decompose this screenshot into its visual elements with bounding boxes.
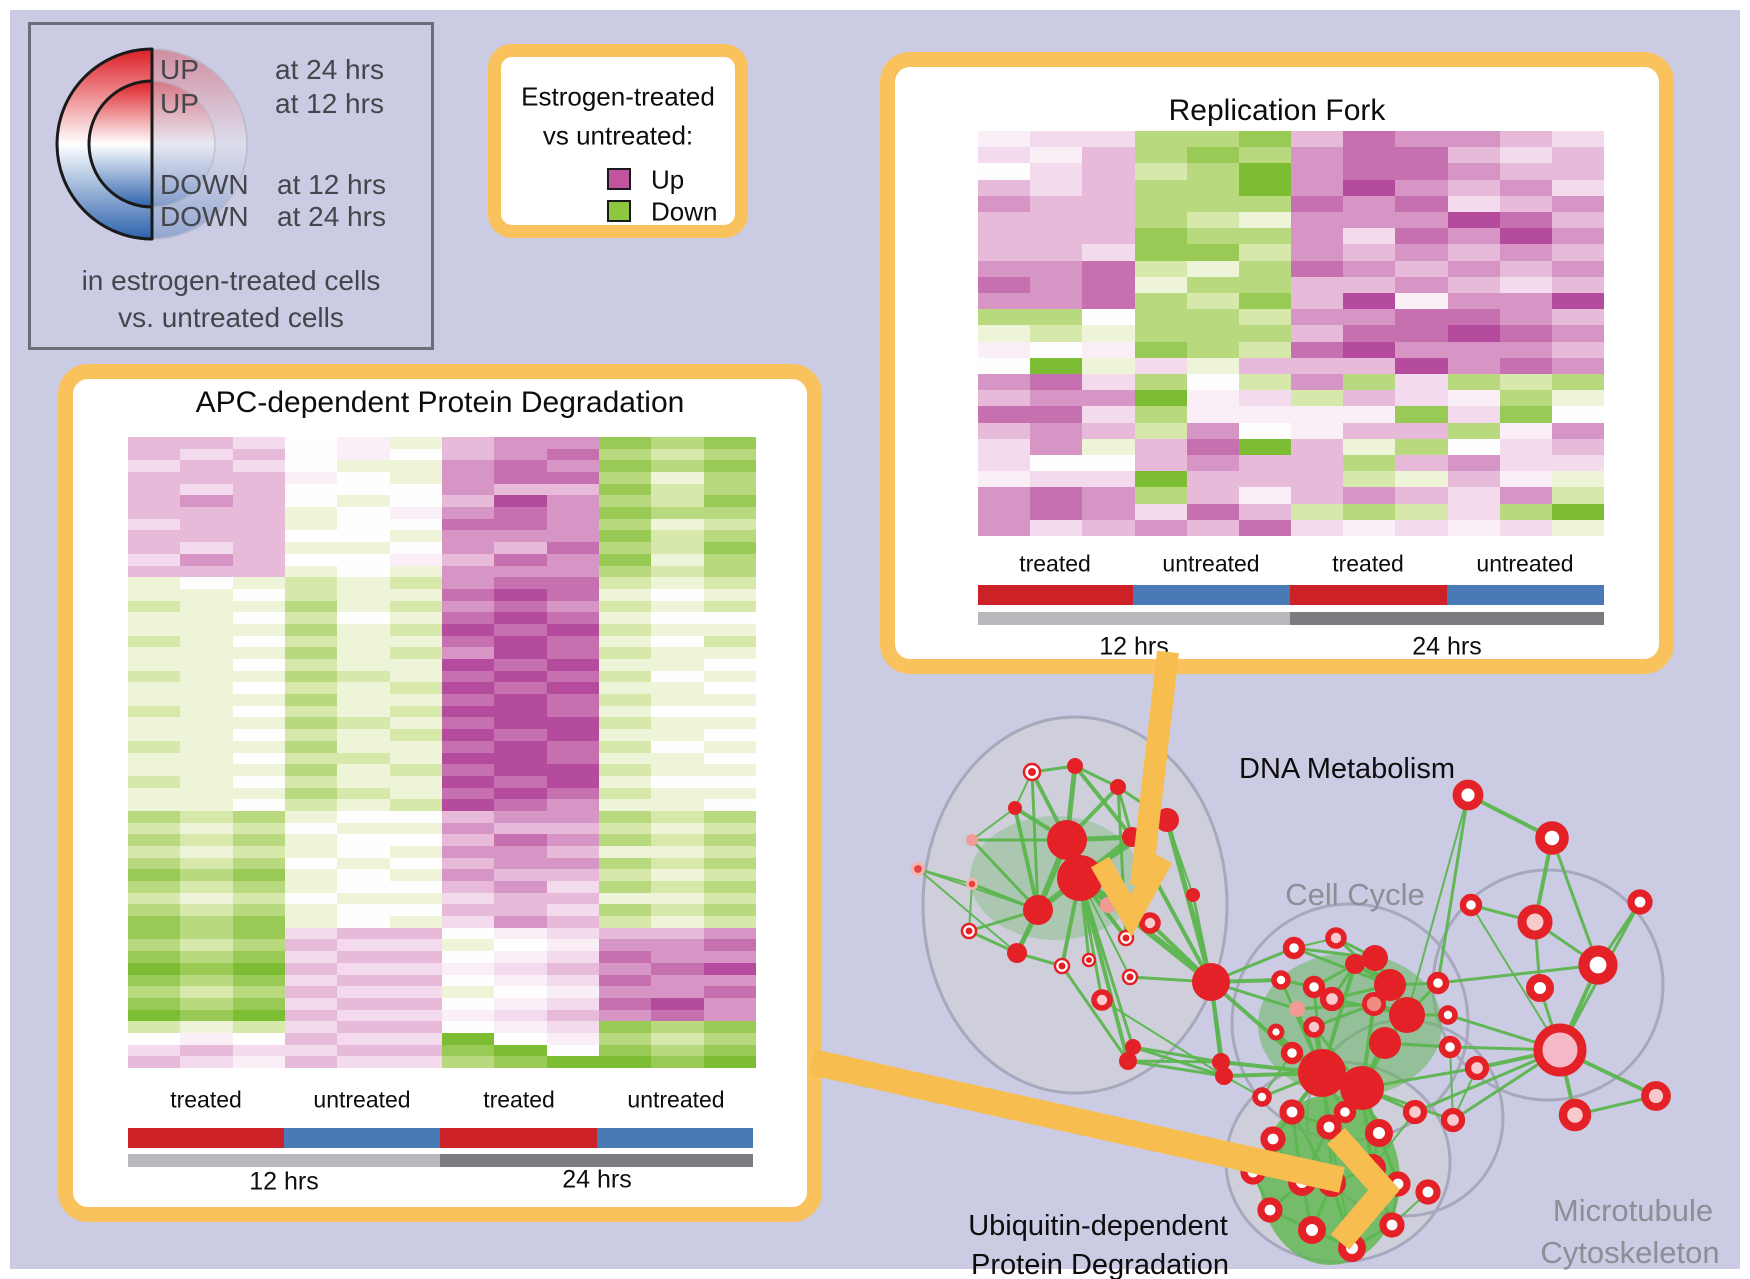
rf-group-label-2: untreated [1162,550,1260,577]
apc-group-label-4: untreated [627,1086,725,1113]
up-swatch-icon [607,168,631,190]
legend-down-inner: DOWN [160,169,249,200]
legend-down-outer-time: at 24 hrs [277,201,386,232]
apc-treated-bar-24h [440,1128,597,1148]
apc-group-label-1: treated [170,1086,242,1113]
color-key-title-line2: vs untreated: [542,120,694,151]
apc-untreated-bar-24h [597,1128,753,1148]
apc-time-label-12h: 12 hrs [249,1167,319,1196]
apc-treated-bar-12h [128,1128,284,1148]
rf-group-label-1: treated [1019,550,1091,577]
apc-group-label-3: treated [483,1086,555,1113]
legend-up-inner-time: at 12 hrs [275,88,384,119]
up-swatch-label: Up [651,164,685,195]
apc-group-label-2: untreated [313,1086,411,1113]
legend-caption-line2: vs. untreated cells [118,302,344,333]
rf-time-label-12h: 12 hrs [1099,632,1169,661]
legend-up-outer-time: at 24 hrs [275,54,384,85]
legend-down-outer: DOWN [160,201,249,232]
rf-untreated-bar-24h [1447,585,1604,605]
rf-group-label-4: untreated [1476,550,1574,577]
rf-group-label-3: treated [1332,550,1404,577]
gradient-legend-box [28,22,434,350]
rf-time-label-24h: 24 hrs [1412,632,1482,661]
apc-untreated-bar-12h [284,1128,440,1148]
legend-down-inner-time: at 12 hrs [277,169,386,200]
replication-fork-title: Replication Fork [1168,94,1386,127]
rf-12h-bar [978,612,1290,625]
heatmap-rf [978,131,1604,536]
apc-title: APC-dependent Protein Degradation [195,386,685,419]
legend-caption-line1: in estrogen-treated cells [81,265,381,296]
apc-12h-bar [128,1154,440,1167]
legend-up-outer: UP [160,54,199,85]
apc-24h-bar [440,1154,753,1167]
legend-up-inner: UP [160,88,199,119]
down-swatch-icon [607,200,631,222]
rf-treated-bar-12h [978,585,1133,605]
color-key-title-line1: Estrogen-treated [521,81,715,112]
rf-24h-bar [1290,612,1604,625]
down-swatch-label: Down [651,196,718,227]
apc-time-label-24h: 24 hrs [562,1165,632,1194]
rf-treated-bar-24h [1290,585,1447,605]
rf-untreated-bar-12h [1133,585,1290,605]
heatmap-apc [128,437,756,1068]
